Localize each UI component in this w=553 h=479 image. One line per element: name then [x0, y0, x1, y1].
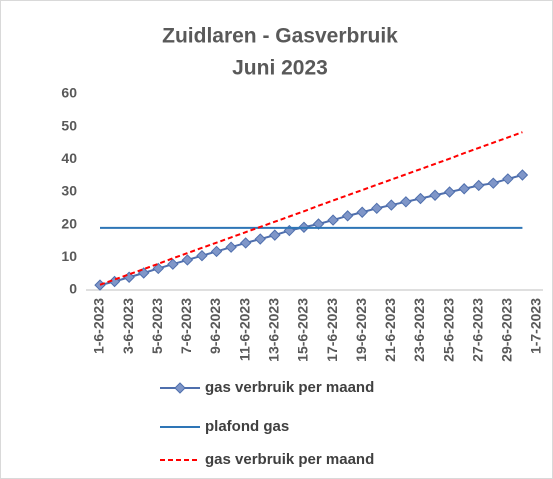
data-point	[196, 249, 208, 262]
data-point	[502, 173, 514, 185]
y-tick-label: 30	[61, 183, 77, 199]
data-point	[458, 183, 470, 195]
x-tick-label: 13-6-2023	[266, 298, 282, 362]
x-tick-label: 27-6-2023	[469, 298, 485, 362]
legend-label: gas verbruik per maand	[205, 451, 374, 468]
data-point	[443, 186, 456, 198]
data-point	[269, 229, 281, 241]
x-tick-label: 23-6-2023	[411, 298, 427, 362]
legend-label: gas verbruik per maand	[205, 379, 374, 396]
chart-title: Zuidlaren - Gasverbruik	[162, 25, 398, 48]
data-point	[473, 179, 485, 192]
x-tick-label: 3-6-2023	[120, 298, 136, 354]
x-tick-label: 29-6-2023	[499, 298, 515, 362]
data-point	[254, 233, 266, 245]
x-tick-label: 1-6-2023	[91, 298, 107, 354]
data-point	[414, 192, 427, 205]
x-tick-label: 19-6-2023	[353, 298, 369, 362]
x-tick-label: 15-6-2023	[295, 298, 311, 362]
series-line	[99, 131, 523, 286]
legend-label: plafond gas	[205, 418, 289, 435]
y-tick-label: 60	[61, 85, 77, 101]
x-tick-label: 5-6-2023	[149, 298, 165, 354]
x-tick-label: 17-6-2023	[324, 298, 340, 362]
data-point	[400, 196, 412, 208]
data-point	[327, 214, 339, 226]
data-point	[239, 237, 252, 249]
data-point	[356, 206, 368, 218]
data-point	[516, 169, 529, 181]
y-tick-label: 50	[61, 117, 77, 133]
y-tick-label: 40	[61, 150, 77, 166]
data-point	[167, 258, 179, 270]
x-tick-label: 1-7-2023	[528, 298, 544, 354]
data-point	[371, 202, 383, 215]
data-point	[487, 177, 500, 189]
data-point	[429, 189, 441, 201]
y-tick-label: 0	[69, 281, 77, 297]
y-tick-label: 10	[61, 248, 77, 264]
data-point	[210, 245, 223, 258]
legend-marker	[174, 382, 186, 394]
x-tick-label: 21-6-2023	[382, 298, 398, 362]
x-tick-label: 7-6-2023	[178, 298, 194, 354]
x-tick-label: 25-6-2023	[440, 298, 456, 362]
data-point	[225, 241, 237, 253]
x-tick-label: 9-6-2023	[207, 298, 223, 354]
data-point	[181, 254, 194, 266]
data-point	[341, 210, 354, 222]
x-tick-label: 11-6-2023	[236, 298, 252, 361]
y-tick-label: 20	[61, 215, 77, 231]
data-point	[152, 262, 164, 275]
data-point	[385, 199, 398, 211]
data-point	[312, 218, 325, 230]
chart-subtitle: Juni 2023	[232, 57, 328, 80]
